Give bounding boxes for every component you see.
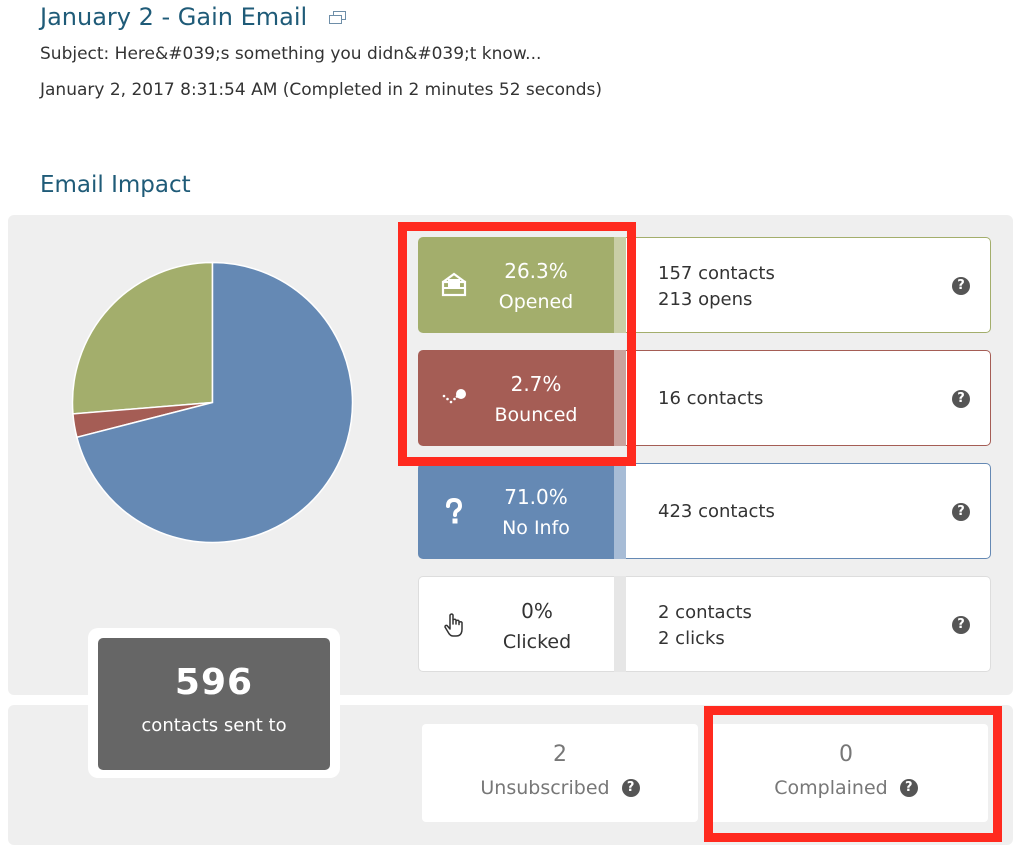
stat-bounced-divider (614, 350, 626, 446)
help-icon[interactable]: ? (952, 390, 970, 408)
stat-noinfo-divider (614, 463, 626, 559)
stat-bounced-percent: 2.7% (510, 372, 562, 396)
help-icon[interactable]: ? (952, 503, 970, 521)
stat-row-bounced[interactable]: 2.7% Bounced 16 contacts ? (418, 350, 991, 446)
highlight-box-complained (704, 706, 1002, 842)
open-envelope-icon (441, 272, 467, 297)
sent-count-label: contacts sent to (141, 715, 287, 736)
stat-clicked-percent: 0% (521, 599, 553, 623)
stat-clicked-contacts: 2 contacts (658, 602, 752, 623)
stat-bounced-contacts: 16 contacts (658, 388, 764, 409)
stat-clicked-divider (614, 576, 626, 672)
help-icon[interactable]: ? (621, 779, 640, 797)
stat-clicked-label: Clicked (502, 631, 572, 653)
stat-clicked-summary[interactable]: 0% Clicked (418, 576, 614, 672)
email-subject: Subject: Here&#039;s something you didn&… (40, 44, 542, 64)
stat-noinfo-percent: 71.0% (504, 485, 568, 509)
stat-bounced-summary[interactable]: 2.7% Bounced (418, 350, 614, 446)
title-row: January 2 - Gain Email (40, 2, 347, 32)
complained-count: 0 (839, 742, 853, 767)
email-title: January 2 - Gain Email (40, 3, 308, 31)
email-sent-date: January 2, 2017 8:31:54 AM (Completed in… (40, 80, 603, 100)
stat-opened-details: 157 contacts 213 opens ? (626, 237, 991, 333)
stat-bounced-label: Bounced (494, 404, 578, 426)
stat-opened-label: Opened (498, 291, 574, 313)
stat-row-opened[interactable]: 26.3% Opened 157 contacts 213 opens ? (418, 237, 991, 333)
complained-label: Complained (774, 777, 888, 799)
bounce-icon (442, 389, 466, 404)
impact-pie-chart (71, 261, 354, 544)
pie-slice-opened (71, 261, 214, 415)
sent-count: 596 (174, 662, 254, 703)
stat-noinfo-contacts: 423 contacts (658, 501, 775, 522)
unsubscribed-card[interactable]: 2 Unsubscribed ? (422, 724, 698, 822)
stat-opened-divider (614, 237, 626, 333)
unsubscribed-label-row: Unsubscribed ? (480, 777, 640, 799)
pointer-hand-icon (444, 613, 463, 637)
stat-noinfo-details: 423 contacts ? (626, 463, 991, 559)
sent-count-card: 596 contacts sent to (98, 638, 330, 770)
stat-opened-summary[interactable]: 26.3% Opened (418, 237, 614, 333)
stat-clicked-details: 2 contacts 2 clicks ? (626, 576, 991, 672)
highlight-box-opened-bounced (398, 222, 636, 466)
complained-card[interactable]: 0 Complained ? (704, 724, 988, 822)
unsubscribed-count: 2 (553, 742, 567, 767)
complained-label-row: Complained ? (774, 777, 918, 799)
stat-opened-contacts: 157 contacts (658, 263, 775, 284)
stat-noinfo-summary[interactable]: 71.0% No Info (418, 463, 614, 559)
email-impact-heading: Email Impact (40, 172, 191, 198)
stat-opened-percent: 26.3% (504, 259, 568, 283)
stat-opened-opens: 213 opens (658, 289, 753, 310)
help-icon[interactable]: ? (952, 616, 970, 634)
stat-clicked-clicks: 2 clicks (658, 628, 725, 649)
popout-window-icon[interactable] (329, 11, 347, 24)
help-icon[interactable]: ? (952, 277, 970, 295)
pie-slice-no-info (75, 261, 354, 544)
stat-noinfo-label: No Info (502, 517, 570, 539)
stat-bounced-details: 16 contacts ? (626, 350, 991, 446)
stat-row-noinfo[interactable]: 71.0% No Info 423 contacts ? (418, 463, 991, 559)
stat-row-clicked[interactable]: 0% Clicked 2 contacts 2 clicks ? (418, 576, 991, 672)
question-mark-icon (446, 497, 463, 524)
unsubscribed-label: Unsubscribed (480, 777, 610, 799)
help-icon[interactable]: ? (899, 779, 918, 797)
